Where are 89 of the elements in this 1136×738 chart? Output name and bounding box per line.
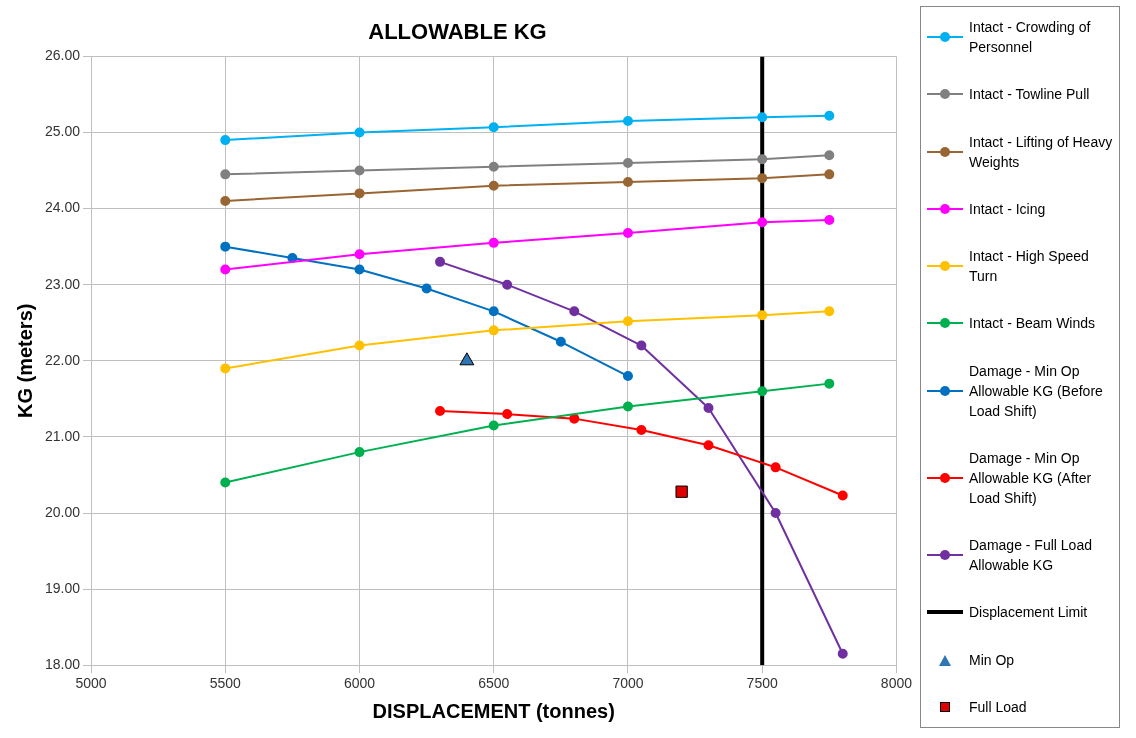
x-axis-title: DISPLACEMENT (tonnes)	[372, 699, 615, 722]
legend-label: Intact - Lifting of Heavy Weights	[969, 132, 1113, 172]
point	[220, 264, 231, 275]
point	[488, 306, 499, 317]
point	[622, 116, 633, 127]
point	[622, 371, 633, 382]
point	[757, 173, 768, 184]
point	[757, 217, 768, 228]
x-tick-label: 6500	[478, 675, 510, 692]
legend-label: Damage - Min Op Allowable KG (Before Load Shift)	[969, 361, 1104, 421]
point	[622, 157, 633, 168]
point	[488, 161, 499, 172]
x-tick-label: 6000	[343, 675, 376, 692]
legend-label: Full Load	[969, 697, 1027, 717]
point	[757, 112, 768, 123]
point	[824, 215, 835, 226]
point	[569, 306, 580, 317]
x-tick-label: 5000	[75, 675, 107, 692]
y-tick-label: 24.00	[44, 199, 81, 216]
point	[502, 279, 513, 290]
point	[220, 477, 231, 488]
point	[703, 402, 714, 413]
y-tick-label: 21.00	[44, 427, 81, 444]
point	[837, 490, 848, 501]
legend-label: Damage - Min Op Allowable KG (After Load Shift)	[969, 448, 1093, 508]
y-tick-label: 25.00	[44, 123, 81, 140]
point	[421, 283, 432, 294]
point	[354, 188, 365, 199]
point	[488, 180, 499, 191]
legend-label: Min Op	[969, 650, 1015, 670]
x-tick-label: 7000	[612, 675, 644, 692]
x-tick-label: 5500	[209, 675, 242, 692]
point	[220, 195, 231, 206]
point	[770, 462, 781, 473]
point	[354, 249, 365, 260]
point	[569, 413, 580, 424]
point	[824, 378, 835, 389]
point	[488, 122, 499, 133]
point	[757, 386, 768, 397]
point	[488, 420, 499, 431]
point	[488, 237, 499, 248]
point	[354, 447, 365, 458]
point	[837, 648, 848, 659]
chart-title: ALLOWABLE KG	[368, 19, 547, 45]
y-tick-label: 22.00	[44, 351, 81, 368]
point	[824, 169, 835, 180]
x-tick-label: 8000	[880, 675, 913, 692]
point	[703, 440, 714, 451]
x-tick-label: 7500	[746, 675, 778, 692]
point	[622, 401, 633, 412]
point	[220, 135, 231, 146]
point	[354, 264, 365, 275]
point	[824, 150, 835, 161]
y-axis-title: KG (meters)	[13, 303, 36, 419]
point	[459, 352, 475, 366]
point	[220, 241, 231, 252]
point	[488, 325, 499, 336]
legend-label: Intact - Crowding of Personnel	[969, 18, 1092, 57]
point	[622, 227, 633, 238]
point	[502, 409, 513, 420]
point	[757, 154, 768, 165]
point	[622, 176, 633, 187]
point	[636, 425, 647, 436]
point	[220, 363, 231, 374]
point	[622, 316, 633, 327]
point	[354, 127, 365, 138]
point	[770, 508, 781, 518]
legend-label: Intact - High Speed Turn	[969, 247, 1090, 287]
y-tick-label: 26.00	[44, 47, 81, 64]
point	[555, 336, 566, 347]
point	[636, 340, 647, 351]
y-tick-label: 19.00	[44, 579, 81, 596]
point	[824, 306, 835, 317]
legend-label: Intact - Icing	[969, 199, 1046, 219]
point	[824, 110, 835, 121]
point	[435, 256, 446, 267]
legend-label: Damage - Full Load Allowable KG	[969, 536, 1093, 576]
point	[435, 406, 446, 417]
legend-label: Intact - Beam Winds	[969, 314, 1096, 334]
legend-label: Displacement Limit	[969, 603, 1088, 623]
legend-label: Intact - Towline Pull	[969, 85, 1090, 105]
y-tick-label: 23.00	[44, 275, 81, 292]
y-tick-label: 20.00	[44, 503, 81, 520]
point	[354, 165, 365, 176]
point	[675, 485, 688, 498]
point	[354, 340, 365, 351]
point	[757, 310, 768, 321]
y-tick-label: 18.00	[44, 656, 81, 673]
point	[220, 169, 231, 180]
